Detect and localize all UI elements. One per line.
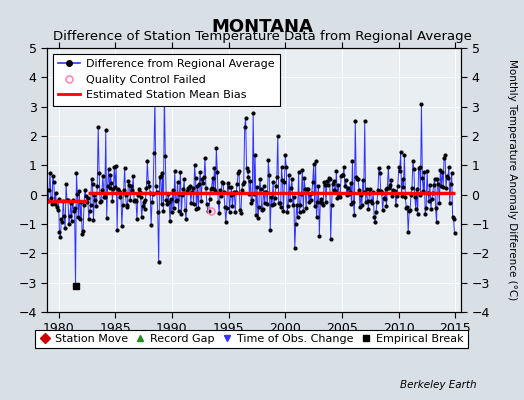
Text: MONTANA: MONTANA bbox=[211, 18, 313, 36]
Legend: Difference from Regional Average, Quality Control Failed, Estimated Station Mean: Difference from Regional Average, Qualit… bbox=[53, 54, 280, 106]
Legend: Station Move, Record Gap, Time of Obs. Change, Empirical Break: Station Move, Record Gap, Time of Obs. C… bbox=[35, 330, 468, 348]
Text: Difference of Station Temperature Data from Regional Average: Difference of Station Temperature Data f… bbox=[52, 30, 472, 43]
Y-axis label: Monthly Temperature Anomaly Difference (°C): Monthly Temperature Anomaly Difference (… bbox=[507, 59, 517, 301]
Text: Berkeley Earth: Berkeley Earth bbox=[400, 380, 477, 390]
